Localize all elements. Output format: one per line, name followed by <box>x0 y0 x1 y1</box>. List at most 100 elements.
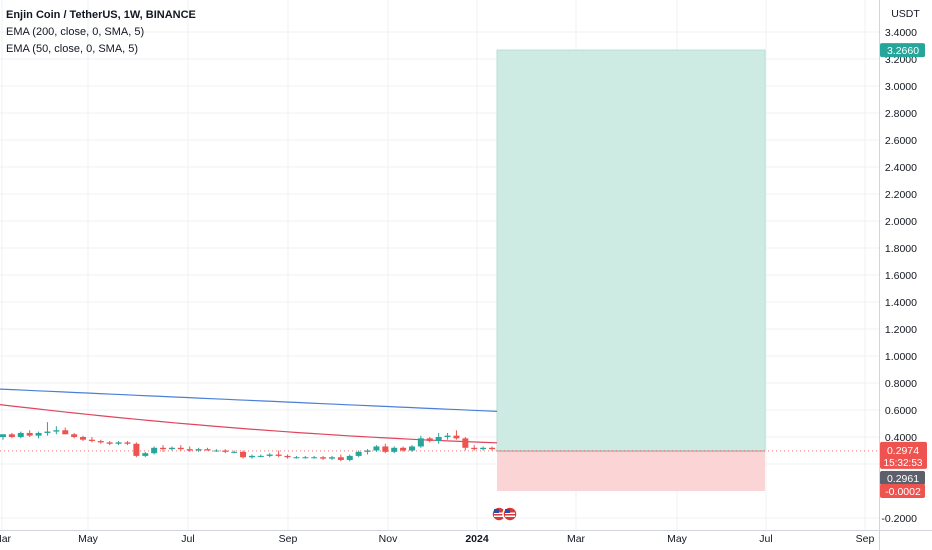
y-tick-label: 2.4000 <box>885 162 917 174</box>
target-price-label-bg <box>880 43 925 58</box>
candle-body <box>346 455 353 460</box>
target-price-label: 3.2660 <box>880 43 925 58</box>
candle-body <box>53 430 60 432</box>
flag-icon-stripe <box>494 512 504 514</box>
candle <box>453 430 460 440</box>
candle <box>44 422 51 436</box>
y-tick-label: 1.4000 <box>885 297 917 309</box>
x-tick-label: 2024 <box>465 533 489 545</box>
candle <box>204 447 211 451</box>
y-tick-label: 1.8000 <box>885 243 917 255</box>
currency-label[interactable]: USDT <box>891 8 920 20</box>
candle <box>142 451 149 458</box>
candle-body <box>489 447 495 450</box>
y-tick-label: 0.4000 <box>885 432 917 444</box>
last-price-value: 0.2974 <box>887 445 919 457</box>
candle <box>106 441 113 446</box>
profit-zone <box>496 49 766 452</box>
candle-body <box>204 449 211 451</box>
y-tick-label: 2.0000 <box>885 216 917 228</box>
candle-body <box>373 446 380 451</box>
candle <box>17 431 24 439</box>
candle <box>222 449 229 454</box>
candle-body <box>88 439 95 442</box>
candle <box>231 450 238 454</box>
candle-body <box>151 447 158 454</box>
candle <box>80 435 87 442</box>
candle <box>26 430 33 437</box>
flag-icon-stripe <box>505 512 515 514</box>
candle-body <box>248 455 255 458</box>
y-tick-label: 1.2000 <box>885 324 917 336</box>
flag-icon-canton <box>494 509 499 513</box>
last-price-bg <box>880 441 927 469</box>
candle-body <box>177 447 184 450</box>
candle <box>62 427 69 435</box>
candle-body <box>186 449 193 451</box>
candle <box>364 449 371 455</box>
candle <box>444 432 451 440</box>
candle-body <box>195 449 202 451</box>
loss-zone <box>497 451 765 492</box>
candle <box>195 447 202 452</box>
flag-icon-stripe <box>494 515 504 517</box>
event-markers[interactable] <box>491 506 518 522</box>
candle <box>213 449 220 452</box>
candle-body <box>293 457 300 459</box>
candle <box>133 442 140 458</box>
candle-body <box>426 438 433 442</box>
candle <box>373 445 380 452</box>
ema200-line <box>0 388 498 412</box>
ema50-legend[interactable]: EMA (50, close, 0, SMA, 5) <box>6 43 139 55</box>
candle <box>115 441 122 446</box>
candle-body <box>257 455 264 457</box>
stop-price-label-bg <box>880 484 925 499</box>
candle-body <box>480 447 487 450</box>
candle-body <box>80 437 87 440</box>
candle-body <box>444 435 451 437</box>
long-position-tool[interactable] <box>496 49 766 492</box>
candle-body <box>382 446 389 452</box>
candle <box>471 445 478 451</box>
candle <box>328 455 335 460</box>
candle-body <box>364 450 371 452</box>
flag-icon-canton <box>505 509 510 513</box>
candle <box>400 446 407 452</box>
candle <box>53 426 60 435</box>
candle-body <box>62 430 69 435</box>
candle <box>382 443 389 454</box>
entry-price-label-bg <box>880 471 925 486</box>
candle-body <box>8 434 15 437</box>
y-tick-label: -0.2000 <box>881 513 917 525</box>
x-tick-label: Nov <box>379 533 398 545</box>
candle-body <box>311 457 318 459</box>
candle-body <box>44 431 51 433</box>
candle <box>240 450 247 459</box>
candle-body <box>106 442 113 444</box>
candle-body <box>124 442 131 444</box>
candle-body <box>160 447 167 450</box>
candle <box>417 435 424 448</box>
us-flag-event-icon <box>502 506 518 522</box>
symbol-title[interactable]: Enjin Coin / TetherUS, 1W, BINANCE <box>6 9 196 21</box>
candle-body <box>115 442 122 444</box>
stop-price-label-text: -0.0002 <box>885 486 921 498</box>
candle-body <box>17 432 24 437</box>
candle <box>35 431 42 439</box>
candle <box>186 446 193 452</box>
candle-body <box>328 457 335 459</box>
candle-body <box>355 451 362 456</box>
candle-body <box>400 447 407 451</box>
chart-legend: Enjin Coin / TetherUS, 1W, BINANCE EMA (… <box>6 7 196 58</box>
candle <box>462 437 469 451</box>
candle <box>275 450 282 458</box>
x-tick-label: Mar <box>567 533 586 545</box>
stop-price-label: -0.0002 <box>880 484 925 499</box>
candle <box>337 454 344 462</box>
candle-body <box>142 453 149 456</box>
y-tick-label: 0.6000 <box>885 405 917 417</box>
ema200-legend[interactable]: EMA (200, close, 0, SMA, 5) <box>6 26 145 38</box>
candle-body <box>231 451 238 453</box>
